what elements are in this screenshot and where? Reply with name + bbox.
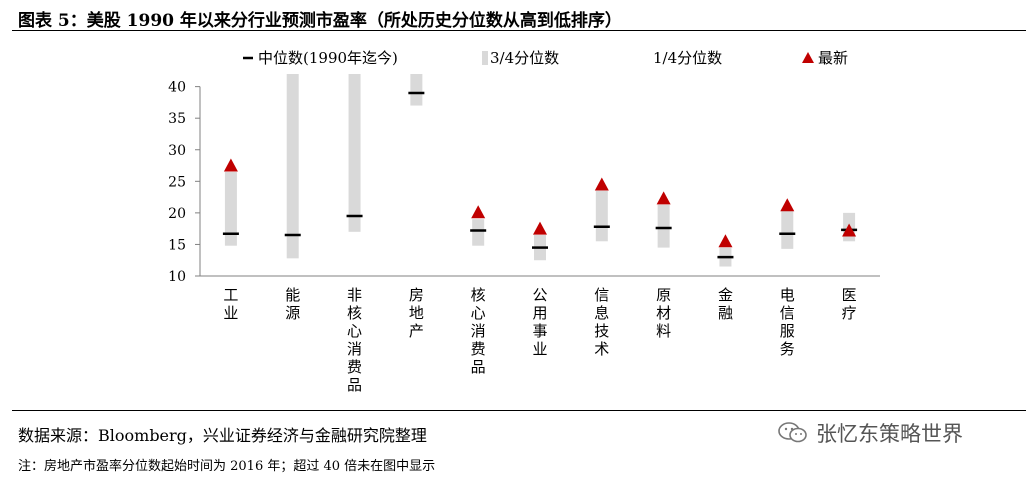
x-tick-label: 核心消费品: [471, 286, 486, 376]
title-divider: [12, 30, 1026, 31]
latest-marker: [594, 177, 609, 191]
latest-marker: [718, 234, 733, 248]
x-tick-label: 公用事业: [532, 286, 547, 358]
x-axis-labels: 工业 能源 非核心消费品 房地产 核心消费品 公用事业 信息技术 原材料 金融 电信服务 医疗: [223, 286, 856, 394]
watermark: 张忆东策略世界: [778, 418, 963, 448]
legend: 中位数(1990年迄今) 3/4分位数 1/4分位数 最新: [243, 49, 848, 67]
bar-series: [222, 74, 858, 267]
y-tick-label: 25: [168, 174, 186, 190]
quartile-bar: [286, 74, 299, 259]
quartile-bar: [348, 74, 361, 232]
x-tick-label: 电信服务: [780, 286, 795, 358]
latest-marker: [842, 223, 857, 237]
latest-marker: [471, 205, 486, 219]
chart: 中位数(1990年迄今) 3/4分位数 1/4分位数 最新 10 15 20 25 30 35 4…: [168, 49, 880, 394]
quartile-bar: [410, 74, 423, 106]
legend-q1-swatch: [645, 51, 651, 65]
y-tick-label: 10: [168, 269, 186, 285]
x-tick-label: 原材料: [656, 286, 671, 340]
x-tick-label: 房地产: [409, 286, 424, 340]
source-text: 数据来源：Bloomberg，兴业证券经济与金融研究院整理: [18, 426, 427, 445]
legend-q3-swatch: [482, 51, 488, 65]
legend-q3-label: 3/4分位数: [490, 49, 559, 67]
y-tick-label: 15: [168, 237, 186, 253]
y-tick-label: 30: [168, 143, 186, 159]
quartile-bar: [595, 190, 608, 242]
source-divider: [12, 410, 1026, 411]
quartile-bar: [657, 204, 670, 248]
latest-marker: [533, 221, 547, 235]
legend-latest-swatch: [802, 52, 814, 63]
x-tick-label: 能源: [285, 286, 300, 322]
page-title: 图表 5：美股 1990 年以来分行业预测市盈率（所处历史分位数从高到低排序）: [18, 11, 622, 31]
x-tick-label: 医疗: [842, 286, 857, 322]
x-tick-label: 非核心消费品: [347, 286, 362, 394]
legend-q1-label: 1/4分位数: [653, 49, 722, 67]
wechat-icon: [778, 421, 808, 445]
latest-marker: [223, 158, 238, 172]
legend-median-label: 中位数(1990年迄今): [258, 49, 398, 67]
latest-marker: [656, 191, 671, 205]
quartile-bar: [224, 171, 237, 246]
x-tick-label: 工业: [223, 286, 238, 322]
y-tick-label: 20: [168, 206, 186, 222]
watermark-text: 张忆东策略世界: [816, 422, 963, 446]
latest-marker: [780, 198, 795, 212]
y-tick-label: 35: [168, 111, 186, 127]
x-tick-label: 信息技术: [594, 286, 609, 358]
footnote: 注：房地产市盈率分位数起始时间为 2016 年；超过 40 倍未在图中显示: [18, 459, 436, 474]
legend-latest-label: 最新: [818, 49, 848, 67]
y-axis: 10 15 20 25 30 35 40: [168, 80, 880, 285]
x-tick-label: 金融: [718, 286, 733, 322]
y-tick-label: 40: [168, 80, 186, 96]
quartile-bar: [781, 210, 794, 249]
quartile-bar: [472, 219, 485, 246]
